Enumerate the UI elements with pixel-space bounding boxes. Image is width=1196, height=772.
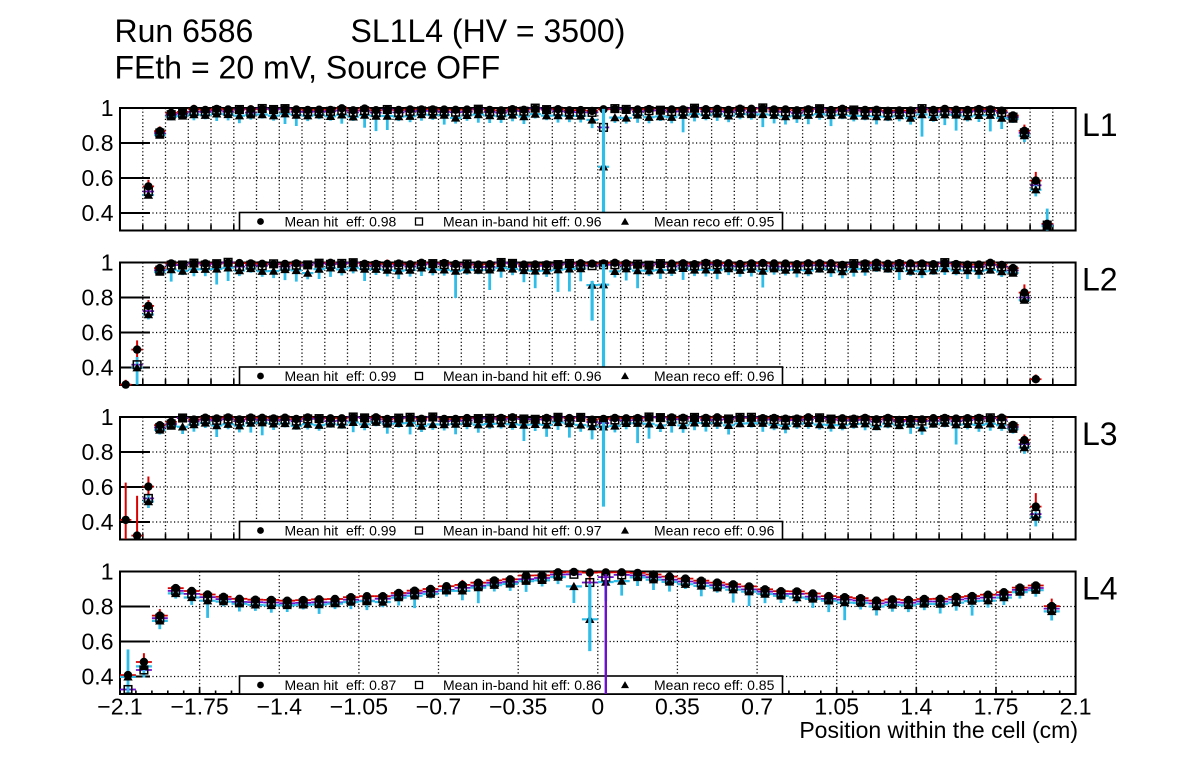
svg-text:0.8: 0.8 xyxy=(82,594,114,620)
svg-text:1: 1 xyxy=(101,559,114,585)
svg-text:Mean reco eff: 0.95: Mean reco eff: 0.95 xyxy=(654,213,775,229)
svg-text:0.4: 0.4 xyxy=(82,509,114,535)
svg-text:1.05: 1.05 xyxy=(814,694,859,720)
svg-text:−0.7: −0.7 xyxy=(416,694,461,720)
svg-text:FEth = 20 mV, Source OFF: FEth = 20 mV, Source OFF xyxy=(115,50,501,86)
svg-text:Mean in-band hit eff: 0.97: Mean in-band hit eff: 0.97 xyxy=(443,522,602,538)
svg-text:−1.75: −1.75 xyxy=(170,694,228,720)
svg-text:Mean in-band hit eff: 0.96: Mean in-band hit eff: 0.96 xyxy=(443,368,602,384)
svg-text:−2.1: −2.1 xyxy=(97,694,142,720)
svg-text:0.6: 0.6 xyxy=(82,320,114,346)
svg-text:Mean hit eff: 0.99: Mean hit eff: 0.99 xyxy=(285,522,397,538)
svg-text:L2: L2 xyxy=(1082,262,1118,298)
svg-text:1: 1 xyxy=(101,404,114,430)
svg-text:Mean hit eff: 0.99: Mean hit eff: 0.99 xyxy=(285,368,397,384)
svg-text:1.4: 1.4 xyxy=(900,694,932,720)
svg-text:Mean in-band hit eff: 0.86: Mean in-band hit eff: 0.86 xyxy=(443,677,602,693)
svg-text:0.35: 0.35 xyxy=(655,694,700,720)
svg-text:−0.35: −0.35 xyxy=(489,694,547,720)
svg-text:L4: L4 xyxy=(1082,571,1118,607)
svg-text:0.8: 0.8 xyxy=(82,130,114,156)
svg-text:Position within the cell (cm): Position within the cell (cm) xyxy=(799,717,1078,743)
svg-text:0.4: 0.4 xyxy=(82,664,114,690)
svg-text:Mean hit eff: 0.87: Mean hit eff: 0.87 xyxy=(285,677,397,693)
svg-text:0.6: 0.6 xyxy=(82,474,114,500)
svg-text:L1: L1 xyxy=(1082,107,1118,143)
svg-text:0.7: 0.7 xyxy=(741,694,773,720)
svg-text:−1.4: −1.4 xyxy=(257,694,303,720)
svg-text:SL1L4 (HV = 3500): SL1L4 (HV = 3500) xyxy=(351,13,626,49)
svg-text:0.8: 0.8 xyxy=(82,439,114,465)
svg-text:2.1: 2.1 xyxy=(1060,694,1092,720)
svg-text:Mean hit eff: 0.98: Mean hit eff: 0.98 xyxy=(285,213,397,229)
svg-text:0.6: 0.6 xyxy=(82,629,114,655)
svg-text:0.8: 0.8 xyxy=(82,285,114,311)
svg-text:0.4: 0.4 xyxy=(82,200,114,226)
svg-text:Mean in-band hit eff: 0.96: Mean in-band hit eff: 0.96 xyxy=(443,213,602,229)
svg-text:0: 0 xyxy=(591,694,604,720)
svg-text:1: 1 xyxy=(101,250,114,276)
svg-text:Mean reco eff: 0.96: Mean reco eff: 0.96 xyxy=(654,368,775,384)
svg-text:Mean reco eff: 0.85: Mean reco eff: 0.85 xyxy=(654,677,775,693)
svg-text:0.4: 0.4 xyxy=(82,355,114,381)
svg-text:1: 1 xyxy=(101,95,114,121)
svg-text:−1.05: −1.05 xyxy=(330,694,388,720)
svg-text:Run 6586: Run 6586 xyxy=(115,13,254,49)
svg-text:0.6: 0.6 xyxy=(82,165,114,191)
svg-text:1.75: 1.75 xyxy=(974,694,1019,720)
svg-text:Mean reco eff: 0.96: Mean reco eff: 0.96 xyxy=(654,522,775,538)
svg-text:L3: L3 xyxy=(1082,416,1118,452)
